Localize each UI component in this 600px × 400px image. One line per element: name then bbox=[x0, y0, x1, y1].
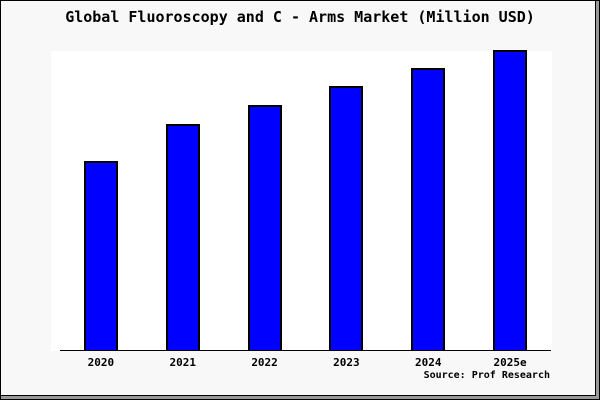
x-tick-label-2021: 2021 bbox=[169, 356, 196, 369]
bar-2020 bbox=[83, 161, 118, 350]
bar-2024 bbox=[411, 68, 446, 350]
x-tick-label-2020: 2020 bbox=[87, 356, 115, 369]
bar-2023 bbox=[329, 86, 364, 350]
chart-title: Global Fluoroscopy and C - Arms Market (… bbox=[65, 8, 535, 26]
bars-container bbox=[60, 50, 551, 351]
bar-slot bbox=[224, 50, 306, 350]
x-tick-label-2022: 2022 bbox=[251, 356, 278, 369]
bar-2022 bbox=[247, 105, 282, 350]
bar-2021 bbox=[165, 124, 200, 350]
plot-area bbox=[51, 50, 552, 351]
bar-slot bbox=[142, 50, 224, 350]
x-tick-label-2025e: 2025e bbox=[493, 356, 527, 369]
x-tick-label-2024: 2024 bbox=[414, 356, 442, 369]
bar-slot bbox=[469, 50, 551, 350]
bar-slot bbox=[305, 50, 387, 350]
bar-slot bbox=[60, 50, 142, 350]
source-credit: Source: Prof Research bbox=[423, 370, 550, 381]
bar-2025e bbox=[493, 50, 528, 350]
x-axis-labels: 2020 2021 2022 2023 2024 2025e bbox=[60, 356, 551, 369]
x-tick-label-2023: 2023 bbox=[333, 356, 360, 369]
bar-slot bbox=[387, 50, 469, 350]
